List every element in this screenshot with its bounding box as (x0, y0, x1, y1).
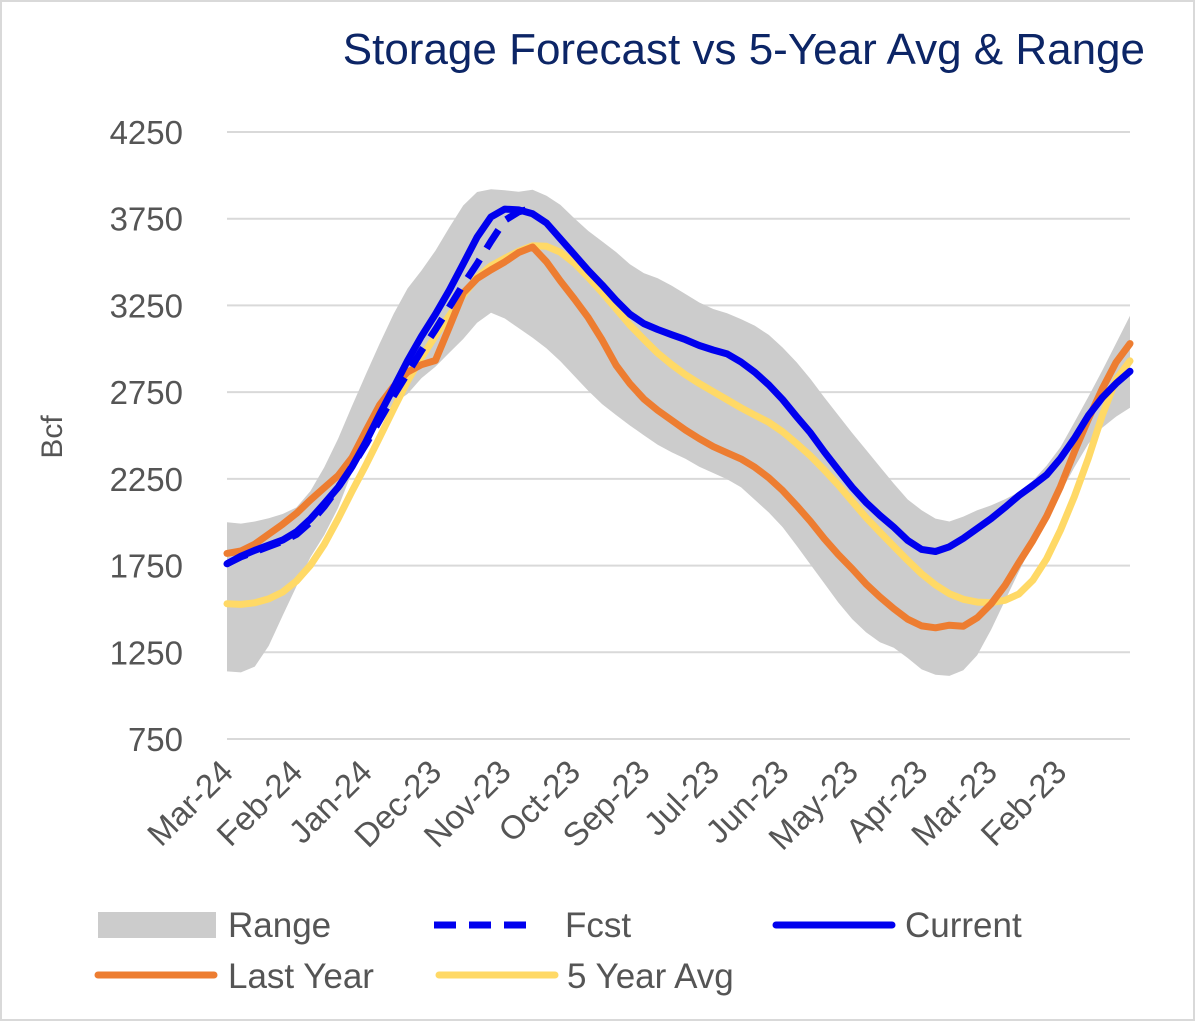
legend-label-5yr-avg: 5 Year Avg (567, 957, 734, 996)
legend-label-fcst: Fcst (565, 906, 631, 945)
legend-label-current: Current (905, 906, 1022, 945)
y-tick-label: 1750 (110, 548, 183, 585)
series-line-last-year (223, 243, 1134, 632)
y-tick-label: 2250 (110, 461, 183, 498)
y-tick-labels: 4250 3750 3250 2750 2250 1750 1250 750 (110, 114, 183, 758)
y-tick-label: 3250 (110, 287, 183, 324)
legend: Range Fcst Current Last Year 5 Year Avg (94, 906, 1022, 996)
legend-label-range: Range (228, 906, 331, 945)
y-tick-label: 1250 (110, 634, 183, 671)
y-axis-label: Bcf (36, 415, 69, 459)
series-layer (223, 204, 1134, 632)
y-tick-label: 3750 (110, 201, 183, 238)
series-line-5-year-avg (223, 242, 1134, 608)
chart-title: Storage Forecast vs 5-Year Avg & Range (343, 25, 1145, 74)
y-tick-label: 750 (128, 721, 183, 758)
legend-swatch-range (98, 912, 216, 938)
series-line-fcst (225, 204, 534, 567)
legend-label-last-year: Last Year (228, 957, 374, 996)
y-tick-label: 4250 (110, 114, 183, 151)
y-tick-label: 2750 (110, 374, 183, 411)
x-tick-labels: Mar-24Feb-24Jan-24Dec-23Nov-23Oct-23Sep-… (140, 753, 1074, 857)
